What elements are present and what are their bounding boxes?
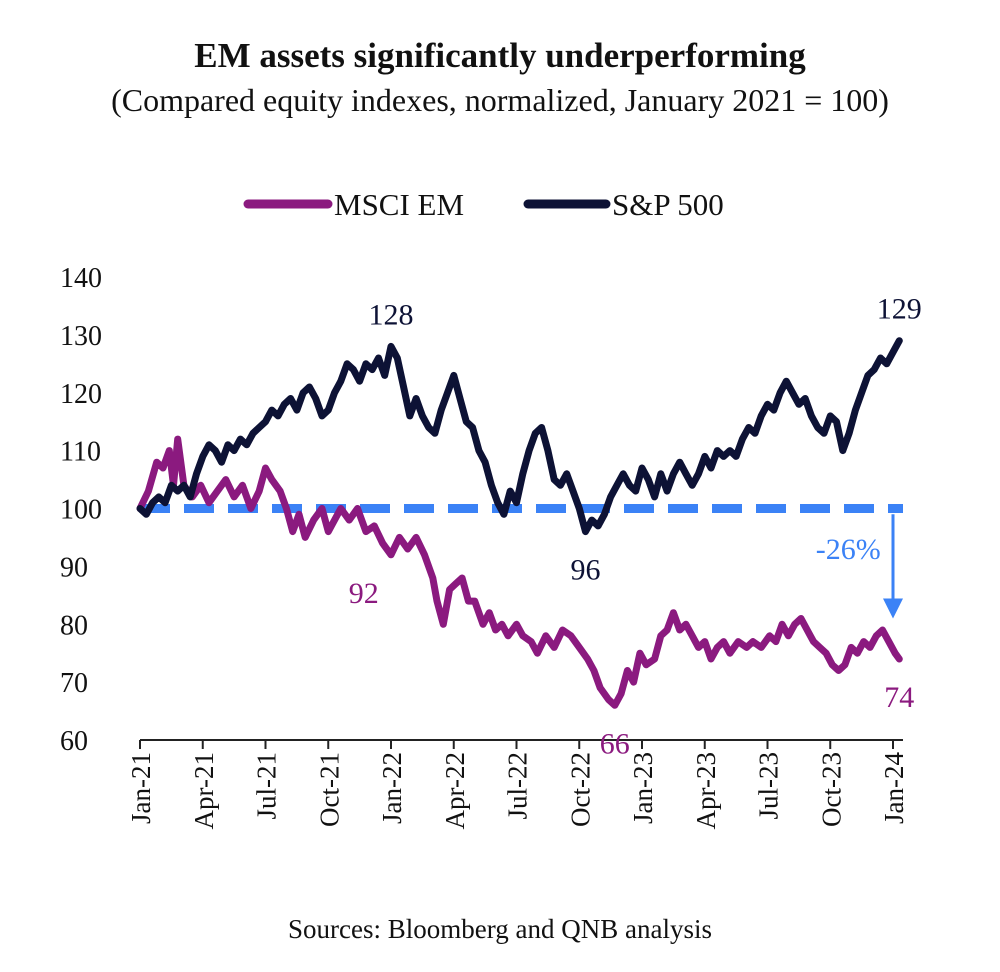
x-tick-label-jul-22: Jul-22 [503,752,533,820]
series-line-s-p-500 [136,337,903,536]
x-tick-label-jan-21: Jan-21 [126,752,156,824]
annotation-128: 128 [369,298,414,331]
x-tick-label-apr-22: Apr-22 [440,752,470,829]
y-tick-label-130: 130 [60,321,102,352]
series-group [136,337,903,709]
x-tick-label-oct-21: Oct-21 [314,752,344,827]
x-tick-label-oct-22: Oct-22 [565,752,595,827]
chart-title: EM assets significantly underperforming [194,36,806,75]
legend-label-s-p-500: S&P 500 [612,187,724,222]
y-tick-label-100: 100 [60,495,102,526]
annotation-26: -26% [816,533,881,566]
y-tick-label-140: 140 [60,263,102,294]
annotation-92: 92 [349,577,379,610]
x-tick-label-jan-22: Jan-22 [377,752,407,824]
legend: MSCI EM S&P 500 [243,187,724,222]
annotation-74: 74 [884,681,914,714]
x-tick-label-jan-23: Jan-23 [628,752,658,824]
x-tick-label-jul-21: Jul-21 [252,752,282,820]
source-note: Sources: Bloomberg and QNB analysis [288,914,712,944]
x-tick-label-jan-24: Jan-24 [879,752,909,824]
annotation-66: 66 [600,727,630,760]
chart-subtitle: (Compared equity indexes, normalized, Ja… [111,82,889,118]
x-tick-label-apr-23: Apr-23 [691,752,721,829]
annotations: 128 129 96 92 66 74 -26% [349,293,922,761]
y-tick-label-110: 110 [60,437,101,468]
annotation-129: 129 [877,293,922,326]
series-line-msci-em [136,435,903,709]
axes: 60 70 80 90 100 110 120 130 140 Jan-21 Apr-21 Jul-2… [60,263,909,829]
y-tick-label-60: 60 [60,726,88,757]
down-arrow-head [883,598,903,619]
y-tick-label-70: 70 [60,668,88,699]
annotation-96: 96 [571,554,601,587]
x-tick-label-apr-21: Apr-21 [189,752,219,829]
x-tick-label-jul-23: Jul-23 [754,752,784,820]
x-tick-label-oct-23: Oct-23 [816,752,846,827]
legend-label-msci-em: MSCI EM [334,187,464,222]
y-tick-label-90: 90 [60,552,88,583]
y-tick-label-120: 120 [60,379,102,410]
y-tick-label-80: 80 [60,610,88,641]
